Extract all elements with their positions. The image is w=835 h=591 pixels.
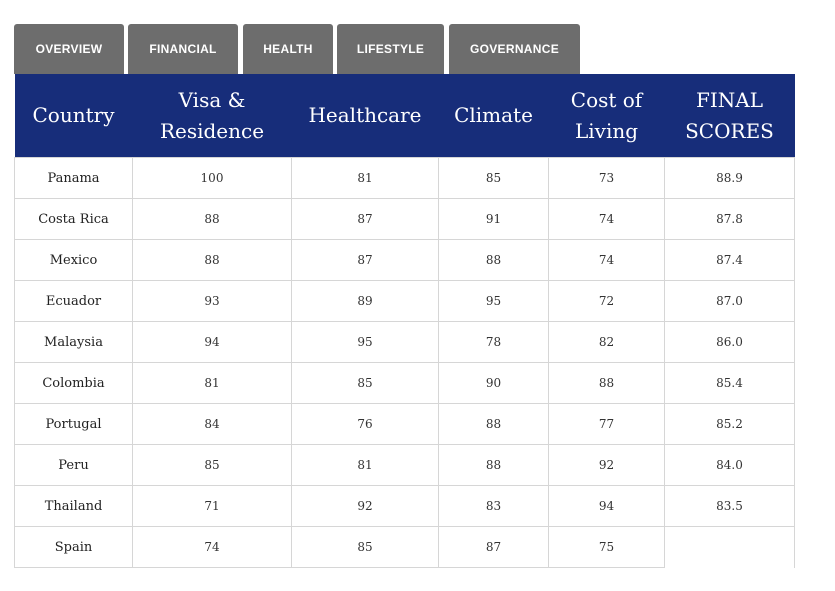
cell-cost-of-living: 82 bbox=[548, 321, 665, 363]
cell-healthcare: 81 bbox=[291, 157, 439, 199]
cell-final-score: 83.5 bbox=[664, 485, 795, 527]
cell-cost-of-living: 88 bbox=[548, 362, 665, 404]
table-row: Thailand 71 92 83 94 83.5 bbox=[14, 485, 795, 527]
cell-healthcare: 95 bbox=[291, 321, 439, 363]
table-row: Malaysia 94 95 78 82 86.0 bbox=[14, 321, 795, 363]
cell-visa-residence: 88 bbox=[132, 198, 292, 240]
cell-visa-residence: 71 bbox=[132, 485, 292, 527]
cell-healthcare: 92 bbox=[291, 485, 439, 527]
table-row: Spain 74 85 87 75 bbox=[14, 526, 795, 579]
column-header-climate: Climate bbox=[438, 74, 549, 158]
cell-visa-residence: 84 bbox=[132, 403, 292, 445]
header-line: Climate bbox=[454, 103, 533, 127]
cell-final-score: 84.0 bbox=[664, 444, 795, 486]
table-row: Portugal 84 76 88 77 85.2 bbox=[14, 403, 795, 445]
cell-climate: 85 bbox=[438, 157, 549, 199]
cell-healthcare: 81 bbox=[291, 444, 439, 486]
cell-final-score: 86.0 bbox=[664, 321, 795, 363]
cell-cost-of-living: 72 bbox=[548, 280, 665, 322]
column-header-healthcare: Healthcare bbox=[291, 74, 439, 158]
column-header-country: Country bbox=[14, 74, 133, 158]
fade-overlay bbox=[665, 527, 794, 579]
cell-healthcare: 87 bbox=[291, 239, 439, 281]
cell-healthcare: 89 bbox=[291, 280, 439, 322]
cell-cost-of-living: 74 bbox=[548, 239, 665, 281]
cell-final-score: 87.0 bbox=[664, 280, 795, 322]
header-line: Residence bbox=[159, 118, 265, 143]
cell-final-score: 85.4 bbox=[664, 362, 795, 404]
header-line: Living bbox=[574, 118, 639, 143]
table-row: Ecuador 93 89 95 72 87.0 bbox=[14, 280, 795, 322]
cell-climate: 83 bbox=[438, 485, 549, 527]
header-line: Visa & bbox=[178, 87, 246, 112]
cell-climate: 87 bbox=[438, 526, 549, 568]
cell-visa-residence: 93 bbox=[132, 280, 292, 322]
cell-climate: 90 bbox=[438, 362, 549, 404]
cell-final-score: 87.8 bbox=[664, 198, 795, 240]
cell-country: Spain bbox=[14, 526, 133, 568]
cell-visa-residence: 100 bbox=[132, 157, 292, 199]
cell-country: Peru bbox=[14, 444, 133, 486]
cell-visa-residence: 85 bbox=[132, 444, 292, 486]
tab-governance[interactable]: GOVERNANCE bbox=[449, 24, 580, 74]
table-body: Panama 100 81 85 73 88.9 Costa Rica 88 87 91 74 87.… bbox=[14, 157, 795, 579]
cell-healthcare: 76 bbox=[291, 403, 439, 445]
cell-country: Thailand bbox=[14, 485, 133, 527]
cell-final-score: 85.2 bbox=[664, 403, 795, 445]
cell-cost-of-living: 94 bbox=[548, 485, 665, 527]
cell-final-score bbox=[664, 526, 795, 579]
tab-financial[interactable]: FINANCIAL bbox=[128, 24, 238, 74]
cell-climate: 78 bbox=[438, 321, 549, 363]
cell-country: Colombia bbox=[14, 362, 133, 404]
column-header-cost-of-living: Cost of Living bbox=[548, 74, 665, 158]
table-row: Mexico 88 87 88 74 87.4 bbox=[14, 239, 795, 281]
cell-climate: 88 bbox=[438, 403, 549, 445]
column-header-visa-residence: Visa & Residence bbox=[132, 74, 292, 158]
cell-healthcare: 87 bbox=[291, 198, 439, 240]
rankings-table: Country Visa & Residence Healthcare Clim… bbox=[14, 74, 795, 579]
rankings-table-container: Country Visa & Residence Healthcare Clim… bbox=[14, 74, 795, 579]
cell-climate: 88 bbox=[438, 444, 549, 486]
cell-country: Panama bbox=[14, 157, 133, 199]
cell-cost-of-living: 92 bbox=[548, 444, 665, 486]
cell-visa-residence: 81 bbox=[132, 362, 292, 404]
header-line: FINAL bbox=[695, 87, 763, 112]
cell-climate: 91 bbox=[438, 198, 549, 240]
column-header-final-scores: FINAL SCORES bbox=[664, 74, 795, 158]
cell-country: Portugal bbox=[14, 403, 133, 445]
cell-cost-of-living: 75 bbox=[548, 526, 665, 568]
header-line: Healthcare bbox=[308, 103, 422, 127]
tab-overview[interactable]: OVERVIEW bbox=[14, 24, 124, 74]
cell-climate: 95 bbox=[438, 280, 549, 322]
cell-cost-of-living: 73 bbox=[548, 157, 665, 199]
cell-visa-residence: 94 bbox=[132, 321, 292, 363]
tab-health[interactable]: HEALTH bbox=[243, 24, 333, 74]
tab-lifestyle[interactable]: LIFESTYLE bbox=[337, 24, 444, 74]
cell-healthcare: 85 bbox=[291, 362, 439, 404]
table-header: Country Visa & Residence Healthcare Clim… bbox=[14, 74, 795, 158]
header-row: Country Visa & Residence Healthcare Clim… bbox=[14, 74, 795, 158]
cell-climate: 88 bbox=[438, 239, 549, 281]
header-line: SCORES bbox=[685, 118, 774, 143]
cell-country: Mexico bbox=[14, 239, 133, 281]
cell-visa-residence: 88 bbox=[132, 239, 292, 281]
cell-final-score: 87.4 bbox=[664, 239, 795, 281]
header-line: Country bbox=[32, 103, 115, 127]
header-line: Cost of bbox=[570, 87, 643, 112]
table-row: Panama 100 81 85 73 88.9 bbox=[14, 157, 795, 199]
table-row: Colombia 81 85 90 88 85.4 bbox=[14, 362, 795, 404]
cell-final-score: 88.9 bbox=[664, 157, 795, 199]
cell-cost-of-living: 74 bbox=[548, 198, 665, 240]
cell-country: Costa Rica bbox=[14, 198, 133, 240]
table-row: Costa Rica 88 87 91 74 87.8 bbox=[14, 198, 795, 240]
cell-healthcare: 85 bbox=[291, 526, 439, 568]
cell-cost-of-living: 77 bbox=[548, 403, 665, 445]
table-row: Peru 85 81 88 92 84.0 bbox=[14, 444, 795, 486]
cell-visa-residence: 74 bbox=[132, 526, 292, 568]
cell-country: Malaysia bbox=[14, 321, 133, 363]
cell-country: Ecuador bbox=[14, 280, 133, 322]
